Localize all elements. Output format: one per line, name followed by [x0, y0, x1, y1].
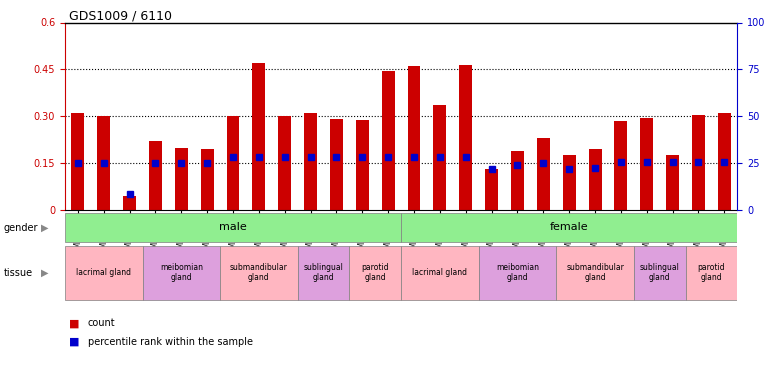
- Text: ▶: ▶: [40, 223, 48, 233]
- Bar: [97, 116, 110, 210]
- Text: submandibular
gland: submandibular gland: [230, 263, 288, 282]
- Bar: [511, 151, 524, 210]
- Bar: [459, 64, 472, 210]
- Bar: [563, 155, 575, 210]
- Bar: [220, 246, 298, 300]
- Bar: [485, 170, 498, 210]
- Bar: [227, 116, 239, 210]
- Bar: [614, 121, 627, 210]
- Bar: [298, 246, 349, 300]
- Bar: [433, 105, 446, 210]
- Text: GDS1009 / 6110: GDS1009 / 6110: [69, 9, 172, 22]
- Bar: [401, 213, 737, 242]
- Text: count: count: [88, 318, 115, 328]
- Text: parotid
gland: parotid gland: [698, 263, 725, 282]
- Bar: [537, 138, 550, 210]
- Bar: [65, 213, 401, 242]
- Bar: [149, 141, 162, 210]
- Text: meibomian
gland: meibomian gland: [160, 263, 202, 282]
- Text: gender: gender: [4, 223, 38, 233]
- Bar: [666, 155, 679, 210]
- Text: percentile rank within the sample: percentile rank within the sample: [88, 337, 253, 347]
- Bar: [407, 66, 420, 210]
- Text: female: female: [550, 222, 588, 232]
- Bar: [640, 118, 653, 210]
- Bar: [634, 246, 685, 300]
- Bar: [175, 147, 188, 210]
- Text: sublingual
gland: sublingual gland: [639, 263, 680, 282]
- Bar: [123, 196, 136, 210]
- Bar: [356, 120, 369, 210]
- Bar: [718, 113, 731, 210]
- Text: ■: ■: [69, 318, 79, 328]
- Bar: [556, 246, 634, 300]
- Text: ■: ■: [69, 337, 79, 347]
- Bar: [65, 246, 143, 300]
- Text: lacrimal gland: lacrimal gland: [76, 268, 131, 277]
- Bar: [349, 246, 401, 300]
- Text: submandibular
gland: submandibular gland: [566, 263, 624, 282]
- Text: sublingual
gland: sublingual gland: [303, 263, 344, 282]
- Text: meibomian
gland: meibomian gland: [496, 263, 539, 282]
- Bar: [692, 115, 705, 210]
- Bar: [401, 246, 479, 300]
- Bar: [201, 149, 214, 210]
- Text: tissue: tissue: [4, 268, 33, 278]
- Bar: [71, 113, 84, 210]
- Bar: [252, 63, 265, 210]
- Bar: [685, 246, 737, 300]
- Bar: [382, 71, 395, 210]
- Bar: [588, 149, 601, 210]
- Text: ▶: ▶: [40, 268, 48, 278]
- Text: lacrimal gland: lacrimal gland: [413, 268, 468, 277]
- Bar: [330, 119, 343, 210]
- Text: parotid
gland: parotid gland: [361, 263, 389, 282]
- Bar: [143, 246, 220, 300]
- Bar: [304, 113, 317, 210]
- Bar: [479, 246, 556, 300]
- Text: male: male: [219, 222, 247, 232]
- Bar: [278, 116, 291, 210]
